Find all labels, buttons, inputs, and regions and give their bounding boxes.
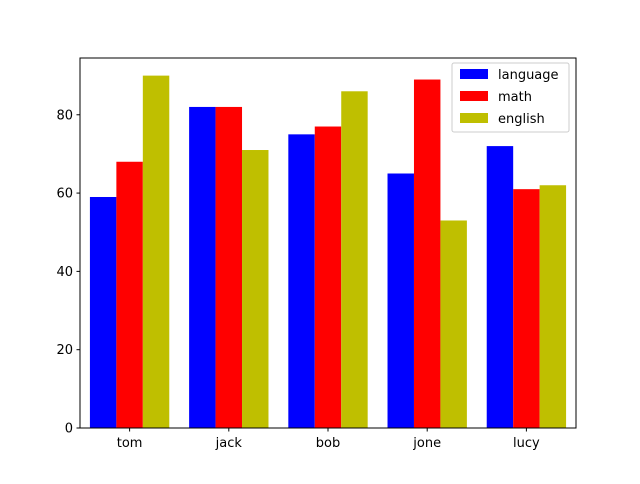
bar-language-jone [387, 173, 414, 428]
x-axis: tom jack bob jone lucy [117, 428, 540, 451]
y-tick-label: 60 [56, 187, 73, 202]
bar-english-tom [142, 75, 170, 428]
bar-language-bob [288, 134, 315, 428]
bar-math-bob [314, 126, 342, 428]
legend-label-language: language [498, 68, 559, 83]
x-tick-label: bob [316, 436, 340, 451]
x-tick-label: jone [412, 436, 441, 451]
legend-swatch-english [460, 113, 488, 123]
x-tick-label: lucy [513, 436, 540, 451]
y-tick-label: 0 [65, 422, 73, 437]
legend-swatch-language [460, 69, 488, 79]
bar-language-lucy [486, 146, 514, 428]
bar-english-jone [440, 220, 467, 428]
legend-swatch-math [460, 91, 488, 101]
legend: language math english [451, 62, 570, 133]
plot-frame [79, 57, 577, 429]
bars-group [89, 75, 567, 429]
bar-language-jack [189, 106, 216, 428]
bar-math-jone [413, 79, 441, 428]
bar-language-tom [89, 196, 117, 428]
bar-math-tom [116, 161, 143, 429]
legend-label-math: math [498, 90, 532, 105]
bar-english-lucy [539, 185, 567, 428]
bar-english-jack [242, 150, 269, 428]
y-tick-label: 40 [56, 265, 73, 280]
y-tick-label: 20 [56, 343, 73, 358]
y-tick-label: 80 [56, 108, 73, 123]
bar-english-bob [341, 91, 368, 428]
bar-math-jack [215, 106, 243, 428]
legend-label-english: english [498, 112, 545, 127]
y-axis: 0 20 40 60 80 [56, 108, 80, 437]
x-tick-label: jack [215, 436, 243, 451]
x-tick-label: tom [117, 436, 143, 451]
bar-math-lucy [513, 189, 540, 428]
